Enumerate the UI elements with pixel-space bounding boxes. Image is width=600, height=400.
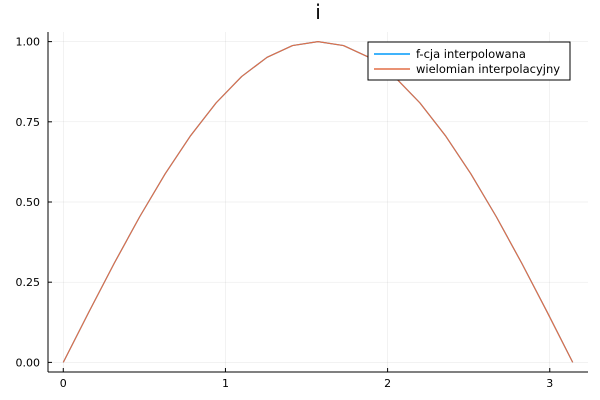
series-line	[62, 41, 574, 363]
axes	[47, 32, 588, 373]
y-tick-label: 0.50	[16, 196, 41, 209]
x-tick-label: 3	[546, 377, 553, 390]
y-tick-label: 0.75	[16, 116, 41, 129]
series-lines	[62, 41, 574, 363]
x-tick-label: 0	[60, 377, 67, 390]
legend-label: wielomian interpolacyjny	[416, 62, 560, 76]
x-tick-label: 1	[222, 377, 229, 390]
x-tick-label: 2	[384, 377, 391, 390]
y-tick-label: 0.00	[16, 356, 41, 369]
legend-label: f-cja interpolowana	[416, 47, 526, 61]
y-tick-label: 0.25	[16, 276, 41, 289]
y-tick-label: 1.00	[16, 36, 41, 49]
chart-title: i	[315, 0, 321, 24]
tick-labels: 0 1 2 3 0.00 0.25 0.50 0.75 1.00	[16, 36, 554, 390]
legend-box	[367, 41, 571, 81]
grid	[48, 32, 588, 372]
